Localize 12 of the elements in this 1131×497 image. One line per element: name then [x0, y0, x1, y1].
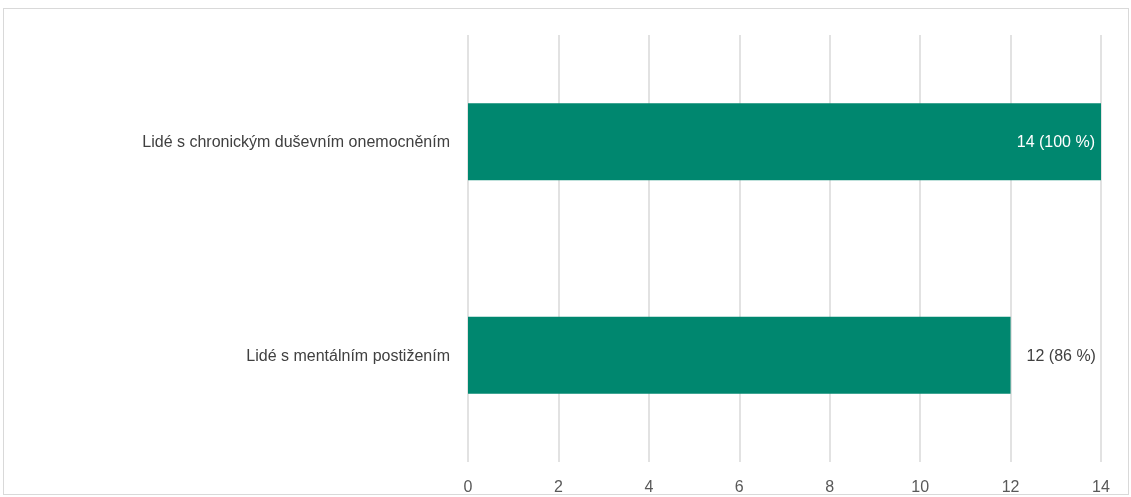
data-label: 14 (100 %): [1016, 133, 1095, 151]
x-tick-label: 6: [734, 477, 744, 495]
x-tick-label: 12: [1001, 477, 1020, 495]
x-tick-label: 4: [644, 477, 654, 495]
x-tick-label: 10: [911, 477, 930, 495]
x-tick-label: 0: [463, 477, 473, 495]
x-tick-label: 2: [553, 477, 563, 495]
x-tick-label: 8: [825, 477, 835, 495]
data-label: 12 (86 %): [1026, 346, 1096, 364]
y-tick-label: Lidé s chronickým duševním onemocněním: [142, 133, 450, 151]
y-tick-label: Lidé s mentálním postižením: [246, 346, 450, 364]
x-tick-label: 14: [1092, 477, 1110, 495]
